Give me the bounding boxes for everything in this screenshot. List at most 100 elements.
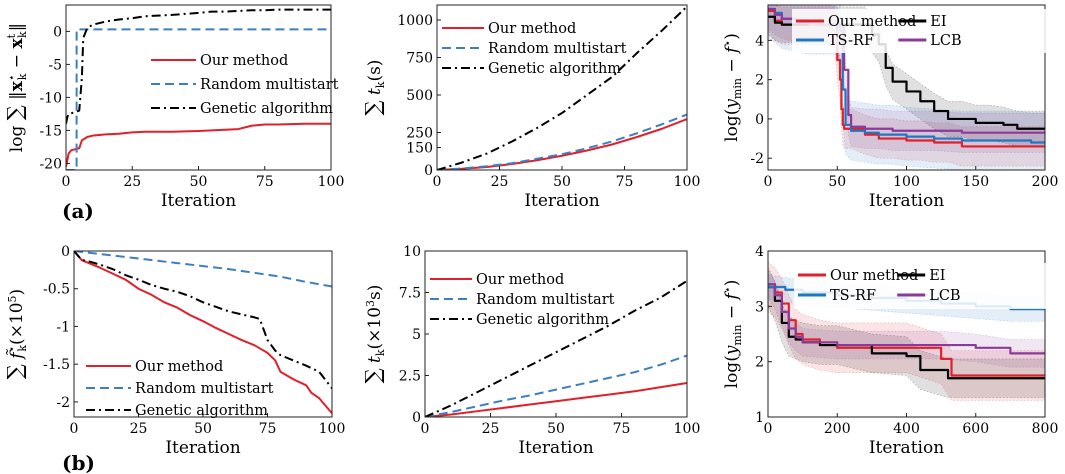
chart-b-objective: 0 25 50 75 100 -2 -1.5 -1 -0.5 0 Iteration ∑ f̃⋆k(×… [3, 244, 345, 458]
legend-label: EI [930, 14, 946, 30]
x-tick-label: 800 [1032, 421, 1059, 437]
legend-box [792, 9, 1065, 53]
x-axis-label: Iteration [165, 438, 240, 458]
y-tick-label: 150 [406, 141, 433, 157]
series-line-lcb [768, 283, 1045, 355]
x-tick-label: 75 [259, 421, 277, 437]
legend-label: TS-RF [830, 288, 876, 304]
x-tick-label: 25 [491, 174, 509, 190]
series-group [74, 251, 332, 414]
x-tick-label: 100 [674, 421, 701, 437]
series-line-random-multistart [437, 113, 687, 170]
series-group [66, 8, 331, 170]
band-ei [768, 267, 1045, 398]
legend-label: Random multistart [476, 292, 615, 308]
x-tick-label: 50 [828, 174, 846, 190]
y-tick-label: 0 [53, 24, 62, 40]
series-line-random-multistart [425, 354, 687, 417]
y-tick-label: 1000 [397, 13, 433, 29]
legend: Our method Random multistart Genetic algor… [442, 21, 627, 77]
x-tick-label: 0 [764, 174, 773, 190]
y-axis-label: log ∑ ‖x⋆k − xtk‖ [3, 23, 29, 152]
x-tick-label: 400 [893, 421, 920, 437]
y-tick-label: 4 [755, 33, 764, 49]
series-line-our-method [437, 118, 687, 170]
legend: Our method Random multistart Genetic algor… [86, 359, 274, 419]
y-tick-label: -15 [39, 123, 62, 139]
series-line-random-multistart [66, 28, 331, 170]
y-tick-label: 0 [424, 163, 433, 179]
legend-box [794, 263, 1065, 309]
legend: Our method EI TS-RF LCB [794, 263, 1065, 309]
x-tick-label: 200 [1032, 174, 1059, 190]
y-tick-label: 0 [755, 112, 764, 128]
x-axis-label: Iteration [518, 438, 593, 458]
y-tick-label: 10 [403, 244, 421, 260]
series-line-genetic-algorithm [74, 251, 332, 389]
y-tick-label: 3 [755, 299, 764, 315]
y-tick-label: 250 [406, 126, 433, 142]
series-line-our-method [425, 381, 687, 417]
x-tick-label: 25 [482, 421, 500, 437]
y-tick-label: -20 [39, 156, 62, 172]
series-group [437, 5, 687, 170]
legend-label: TS-RF [828, 33, 874, 49]
series-line-random-multistart [74, 251, 332, 288]
y-axis-label: ∑ f̃⋆k(×105) [3, 289, 29, 379]
y-tick-label: -2 [56, 395, 70, 411]
x-tick-label: 0 [764, 421, 773, 437]
legend-label: Our method [135, 359, 223, 375]
y-axis-label: log(ymin − f⋆) [721, 33, 744, 142]
y-tick-label: 7.5 [399, 286, 421, 302]
legend-label: LCB [930, 33, 961, 49]
x-axis-label: Iteration [161, 191, 236, 211]
x-tick-label: 25 [130, 421, 148, 437]
legend-label: Our method [476, 272, 564, 288]
x-tick-label: 0 [70, 421, 79, 437]
y-tick-label: 750 [406, 51, 433, 67]
series-line-genetic-algorithm [66, 8, 331, 124]
panel-label-b: (b) [62, 451, 95, 474]
x-tick-label: 150 [962, 174, 989, 190]
x-tick-label: 0 [433, 174, 442, 190]
x-axis-label: Iteration [524, 191, 599, 211]
legend: Our method EI TS-RF LCB [792, 9, 1065, 53]
x-tick-label: 50 [190, 174, 208, 190]
series-line-our-method [74, 251, 332, 414]
y-tick-label: 2 [755, 355, 764, 371]
legend-label: Genetic algorithm [488, 61, 621, 77]
y-tick-label: -10 [39, 90, 62, 106]
series-line-genetic-algorithm [437, 5, 687, 170]
legend-label: Random multistart [200, 77, 339, 93]
legend-label: Genetic algorithm [135, 403, 268, 419]
x-tick-label: 100 [674, 174, 701, 190]
chart-b-time: 0 25 50 75 100 0 2.5 5 7.5 10 Iteration ∑ tk(×103s)… [361, 244, 700, 458]
legend-label: Our method [830, 268, 918, 284]
band-our-method [768, 261, 1045, 401]
x-tick-label: 50 [553, 174, 571, 190]
x-axis-label: Iteration [869, 438, 944, 458]
x-tick-label: 0 [62, 174, 71, 190]
legend-label: Random multistart [135, 381, 274, 397]
panel-label-a: (a) [62, 199, 94, 223]
x-tick-label: 100 [893, 174, 920, 190]
legend-label: EI [929, 268, 945, 284]
y-tick-label: 0 [412, 410, 421, 426]
y-tick-label: 2.5 [399, 369, 421, 385]
legend-label: Random multistart [488, 41, 627, 57]
legend: Our method Random multistart Genetic algor… [430, 272, 615, 328]
y-tick-label: -0.5 [43, 282, 70, 298]
x-tick-label: 100 [319, 421, 346, 437]
x-axis-label: Iteration [869, 191, 944, 211]
series-group [425, 280, 687, 417]
x-tick-label: 75 [256, 174, 274, 190]
y-tick-label: -1 [56, 319, 70, 335]
series-line-genetic-algorithm [425, 280, 687, 417]
legend-label: LCB [929, 288, 960, 304]
legend: Our method Random multistart Genetic algor… [151, 53, 339, 117]
x-tick-label: 50 [194, 421, 212, 437]
x-tick-label: 75 [616, 174, 634, 190]
legend-label: Our method [488, 21, 576, 37]
